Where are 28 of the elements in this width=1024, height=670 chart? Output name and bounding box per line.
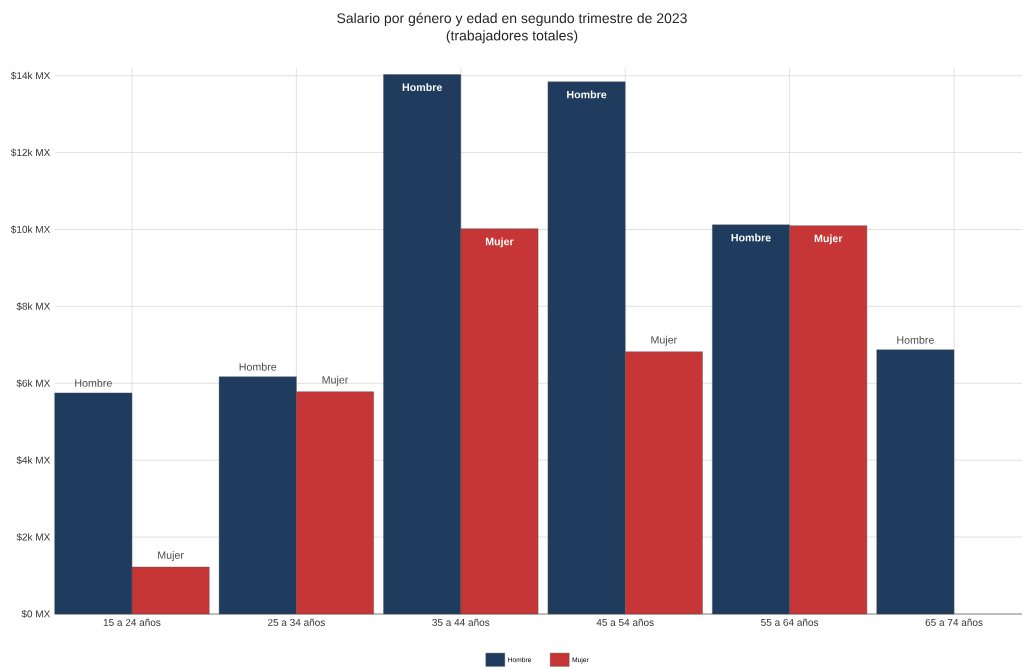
data-label: Mujer xyxy=(158,551,184,562)
data-label: Mujer xyxy=(651,335,677,346)
y-tick-label: $4k MX xyxy=(16,456,51,465)
data-label: Hombre xyxy=(731,233,771,242)
chart-title: Salario por género y edad en segundo trimestre de 2023 xyxy=(337,12,687,26)
x-tick-label: 25 a 34 años xyxy=(267,618,325,626)
data-label: Hombre xyxy=(239,362,277,371)
x-tick-label: 15 a 24 años xyxy=(103,618,161,626)
x-tick-label: 65 a 74 años xyxy=(925,618,983,626)
data-label: Mujer xyxy=(322,375,349,386)
data-label: Hombre xyxy=(897,335,934,344)
x-tick-label: 55 a 64 años xyxy=(761,618,819,626)
y-tick-label: $6k MX xyxy=(16,379,51,388)
y-tick-label: $2k MX xyxy=(16,533,51,542)
y-tick-label: $0 MX xyxy=(21,609,51,619)
y-tick-label: $12k MX xyxy=(10,148,51,157)
chart-subtitle: (trabajadores totales) xyxy=(446,30,578,44)
data-label: Hombre xyxy=(567,90,607,99)
data-label: Hombre xyxy=(402,83,442,92)
data-label: Mujer xyxy=(485,237,514,248)
x-tick-label: 35 a 44 años xyxy=(432,618,490,626)
bar xyxy=(876,349,955,615)
y-tick-label: $10k MX xyxy=(10,225,51,234)
y-tick-label: $14k MX xyxy=(10,71,51,80)
x-tick-label: 45 a 54 años xyxy=(596,618,654,626)
data-label: Hombre xyxy=(75,379,112,387)
y-tick-label: $8k MX xyxy=(16,302,51,311)
data-label: Mujer xyxy=(814,234,843,245)
